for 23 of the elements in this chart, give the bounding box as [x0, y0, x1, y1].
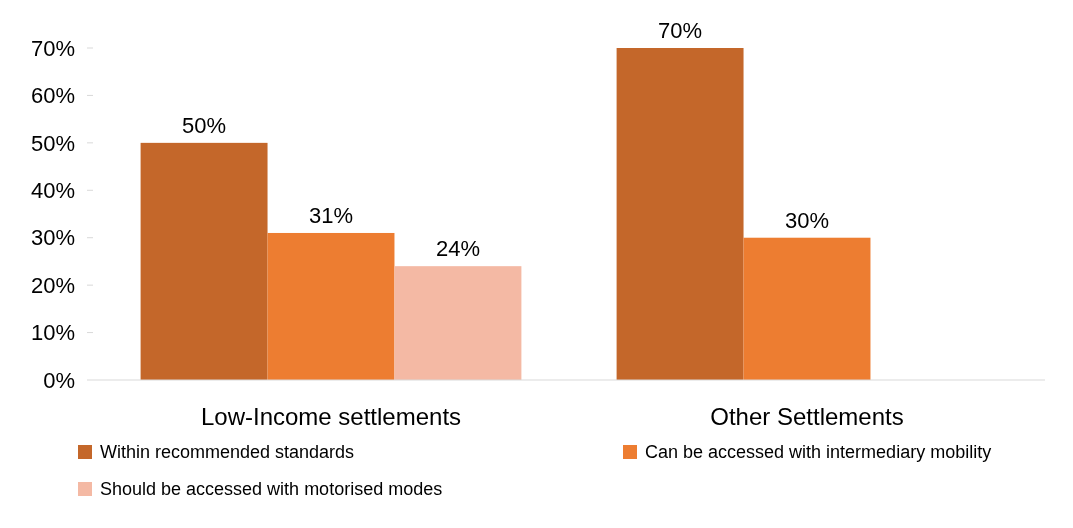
text: 24% — [435, 236, 480, 262]
y-tick-label: 30% — [30, 225, 75, 251]
legend-label: Within recommended standards — [100, 442, 355, 463]
y-tick-label: 20% — [30, 272, 75, 298]
legend-label: Can be accessed with intermediary mobility — [645, 442, 992, 463]
x-tick-label: Other Settlements — [710, 403, 904, 430]
text: 31% — [308, 202, 354, 228]
y-tick-label: 10% — [30, 320, 75, 346]
y-tick-label: 40% — [30, 177, 75, 203]
bar — [394, 266, 522, 380]
x-tick-label: Low-Income settlements — [200, 403, 462, 430]
bar — [616, 48, 744, 380]
y-tick-label: 70% — [30, 35, 75, 61]
text: 50% — [182, 112, 227, 138]
bar — [743, 237, 871, 380]
text: 70% — [658, 18, 703, 43]
y-tick-label: 0% — [43, 367, 75, 393]
y-tick-label: 60% — [30, 83, 75, 109]
legend-label: Should be accessed with motorised modes — [100, 479, 443, 500]
bar — [267, 232, 395, 380]
text: 30% — [784, 207, 830, 233]
bar — [140, 142, 268, 380]
y-tick-label: 50% — [30, 130, 75, 156]
